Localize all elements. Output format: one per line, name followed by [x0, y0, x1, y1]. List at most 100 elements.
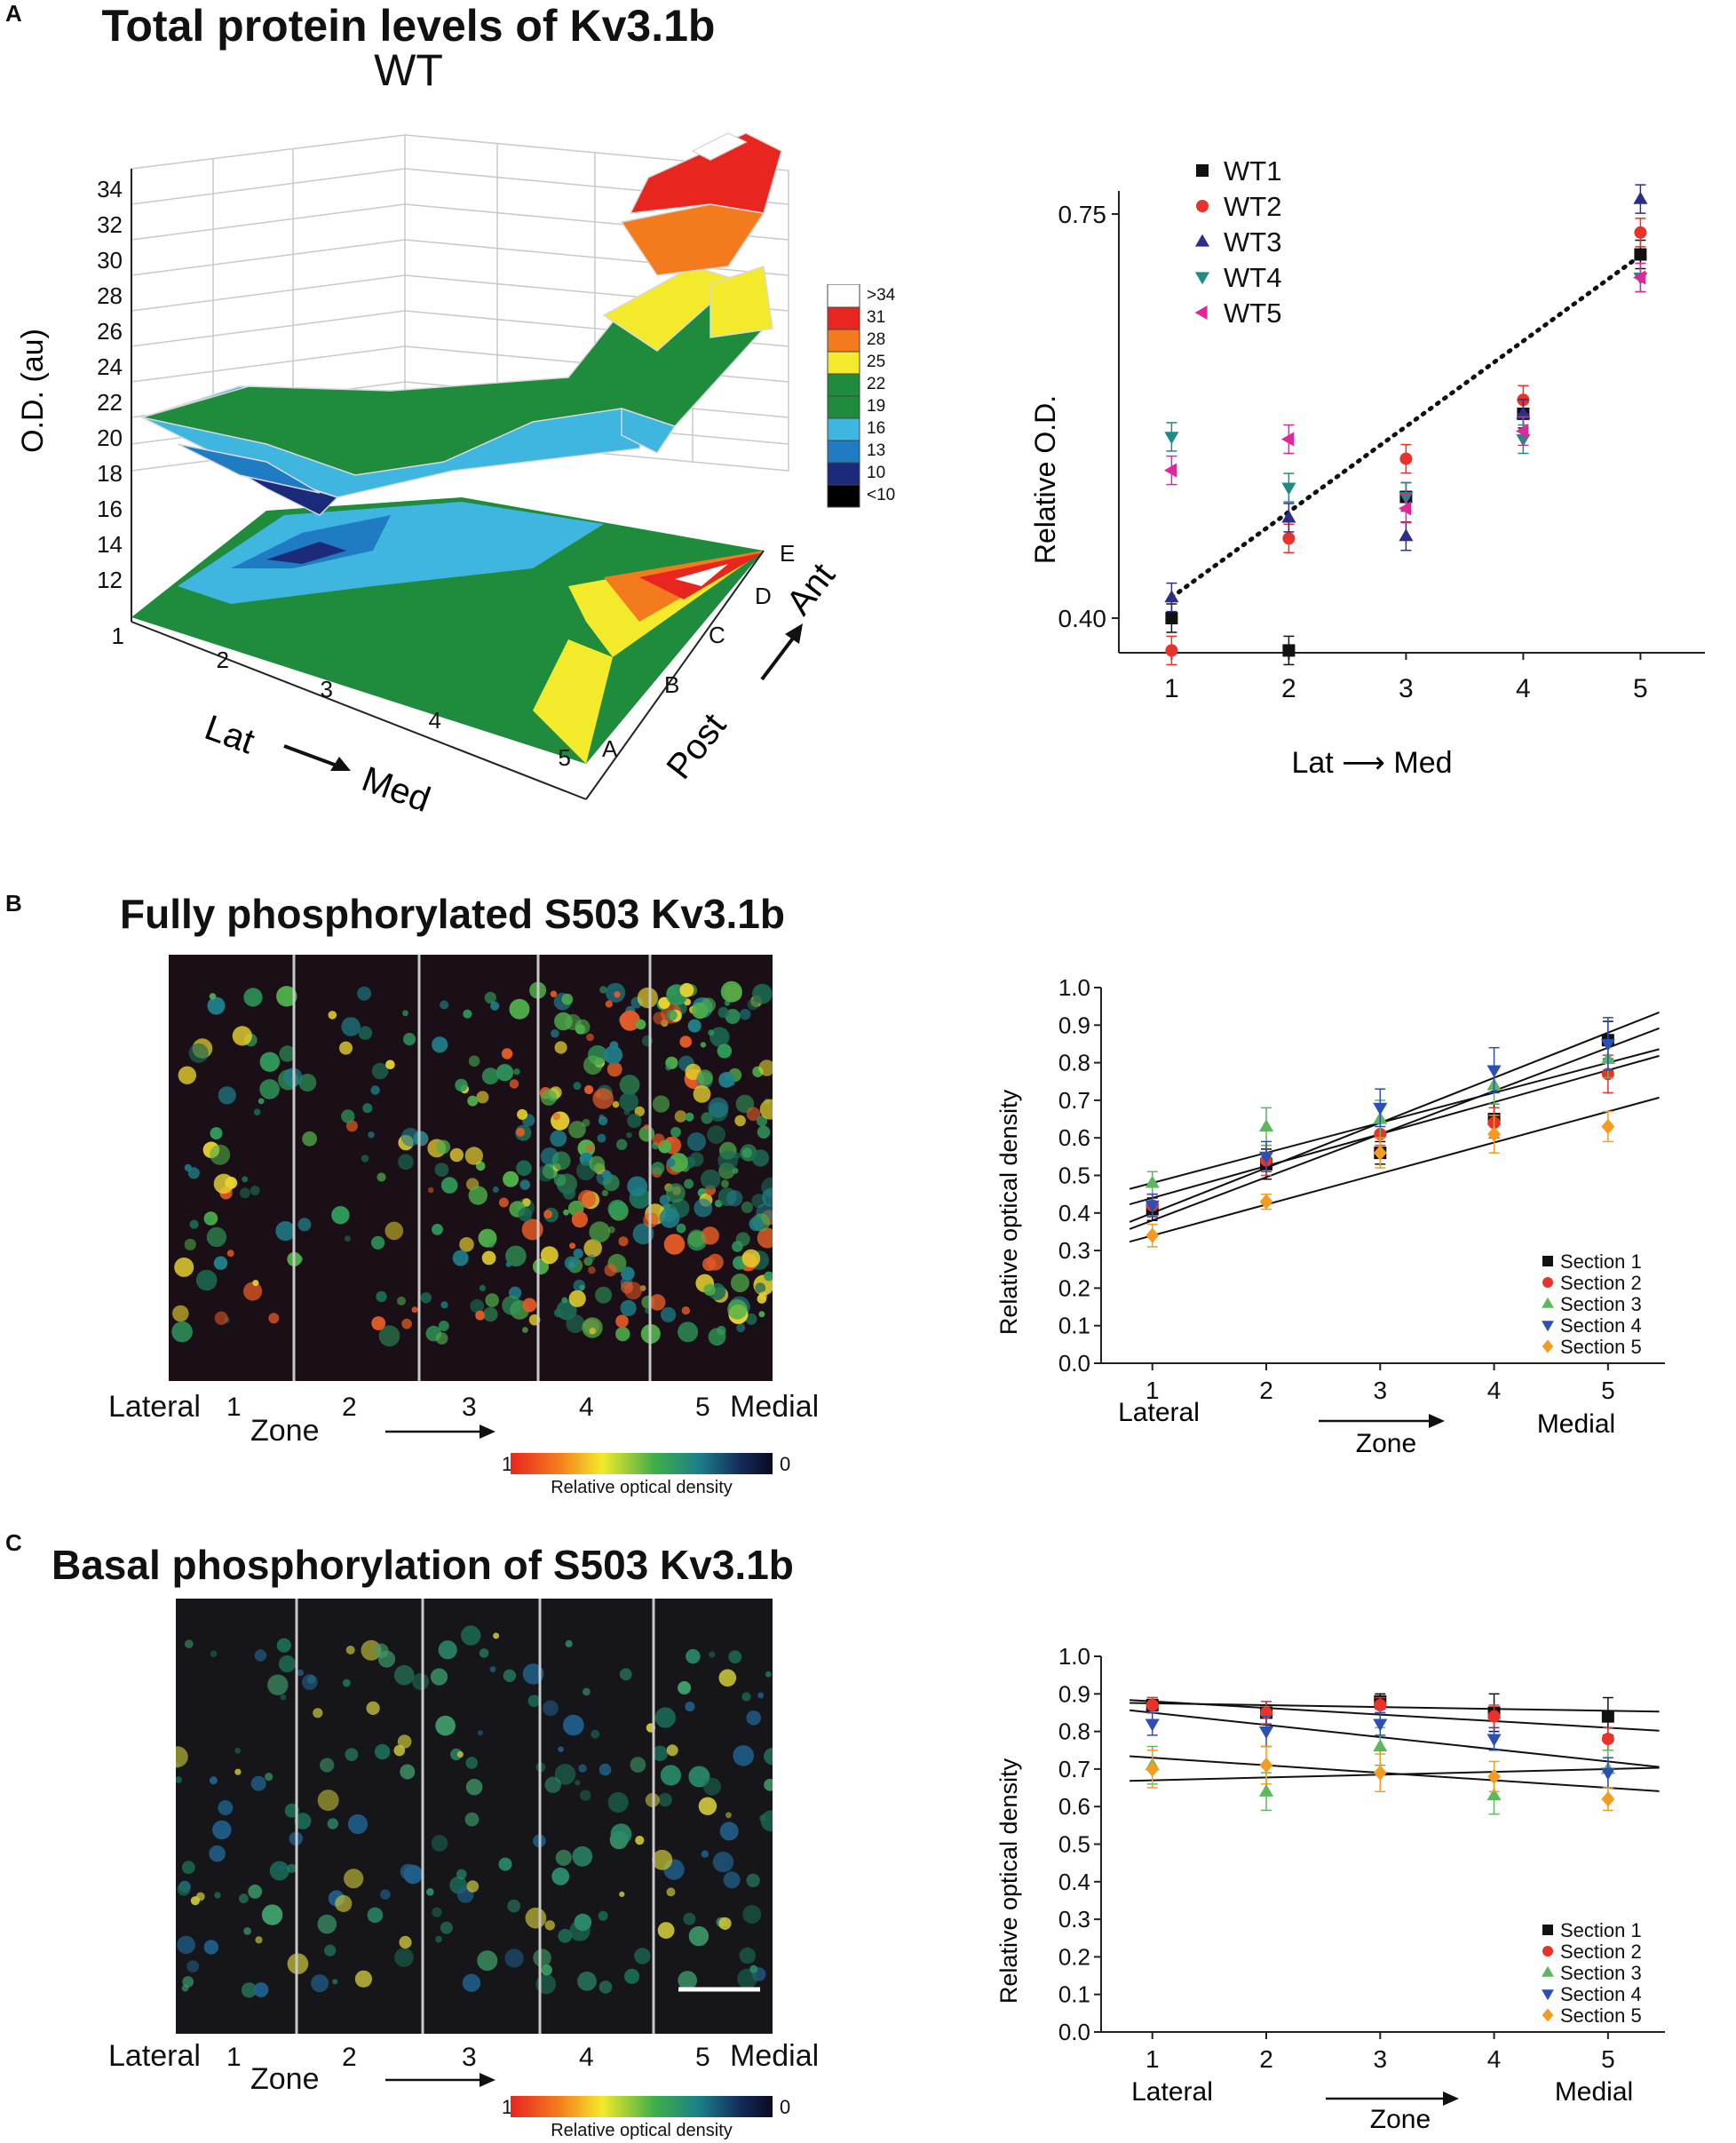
data-point: [1634, 226, 1647, 239]
y-tick-label: 0.8: [1058, 1050, 1090, 1076]
legend-label: Section 3: [1560, 1962, 1642, 1984]
signal-blob: [598, 1115, 608, 1126]
data-point: [1486, 1734, 1502, 1747]
signal-blob: [734, 1115, 746, 1127]
signal-blob: [652, 1849, 673, 1870]
signal-blob: [620, 1299, 637, 1316]
signal-blob: [477, 1950, 498, 1972]
signal-blob: [459, 1237, 474, 1252]
panel-a-subtitle: WT: [374, 45, 443, 95]
signal-blob: [226, 1250, 234, 1258]
surface-z-label: O.D. (au): [16, 329, 50, 453]
signal-blob: [661, 1306, 677, 1322]
signal-blob: [432, 1224, 443, 1235]
signal-blob: [253, 1108, 261, 1115]
signal-blob: [632, 1223, 654, 1245]
colorbar-swatch: [827, 329, 860, 353]
signal-blob: [635, 1019, 646, 1030]
colorbar-swatch: [827, 395, 860, 419]
micrograph-b: [169, 955, 773, 1381]
signal-blob: [188, 1043, 209, 1063]
data-point: [1282, 532, 1296, 545]
signal-blob: [598, 1980, 613, 1994]
signal-blob: [553, 1173, 567, 1187]
legend-label: WT5: [1224, 298, 1281, 329]
signal-blob: [623, 1109, 630, 1115]
signal-blob: [345, 1120, 358, 1132]
x-tick-label: 1: [1145, 1377, 1160, 1404]
signal-blob: [658, 1792, 672, 1807]
signal-blob: [259, 1052, 280, 1072]
signal-blob: [234, 1768, 242, 1775]
signal-blob: [568, 1290, 586, 1307]
signal-blob: [676, 1223, 686, 1234]
legend-marker: [1194, 272, 1210, 285]
heat-colorbar-c: [511, 2096, 773, 2117]
y-tick-label: 0.6: [1058, 1124, 1090, 1151]
signal-blob: [203, 1940, 219, 1955]
signal-blob: [332, 1979, 338, 1985]
signal-blob: [182, 1976, 194, 1988]
regression-line: [1129, 1027, 1660, 1230]
regression-line: [1129, 1096, 1660, 1243]
surface-x-label: Lat Med: [200, 708, 435, 817]
signal-blob: [287, 1863, 297, 1873]
signal-blob: [504, 1949, 524, 1968]
x-tick-label: 5: [1601, 2045, 1615, 2073]
signal-blob: [604, 1264, 617, 1277]
signal-blob: [728, 1650, 742, 1663]
signal-blob: [588, 1266, 596, 1274]
signal-blob: [562, 1187, 576, 1200]
signal-blob: [376, 1290, 387, 1303]
signal-blob: [685, 1112, 694, 1122]
signal-blob: [758, 1311, 765, 1318]
signal-blob: [456, 1750, 464, 1758]
signal-blob: [550, 1130, 567, 1147]
signal-blob: [498, 1197, 509, 1208]
signal-blob: [757, 1692, 765, 1699]
signal-blob: [601, 1189, 608, 1196]
legend-label: Section 3: [1560, 1293, 1642, 1315]
data-point: [1145, 1175, 1160, 1188]
y-tick-label: 1.0: [1058, 1643, 1090, 1670]
signal-blob: [678, 1322, 699, 1343]
signal-blob: [679, 1036, 692, 1048]
signal-blob: [517, 1108, 528, 1120]
signal-blob: [683, 1912, 696, 1925]
surface-z-ticks: 12 14 16 18 20 22 24 26 28 30 32 34: [97, 176, 123, 593]
signal-blob: [394, 1948, 414, 1967]
signal-blob: [189, 1219, 199, 1229]
signal-blob: [371, 1316, 386, 1330]
signal-blob: [752, 983, 773, 1004]
signal-blob: [280, 1694, 287, 1701]
data-point: [1516, 406, 1531, 419]
signal-blob: [481, 1068, 499, 1085]
signal-blob: [599, 986, 607, 994]
surface-axes: [131, 169, 765, 800]
signal-blob: [563, 1209, 569, 1216]
x-tick-label: 3: [1399, 674, 1414, 703]
legend-label: Section 4: [1560, 1983, 1642, 2005]
heat-colorbar-lo-b: 0: [780, 1453, 791, 1475]
scatter-c-zone-arrowhead: [1443, 2091, 1459, 2106]
signal-blob: [195, 1892, 205, 1901]
signal-blob: [400, 1127, 420, 1147]
heat-colorbar-hi-b: 1: [502, 1453, 513, 1475]
signal-blob: [678, 1971, 697, 1990]
data-point: [1399, 528, 1414, 542]
signal-blob: [184, 1238, 196, 1250]
data-point: [1281, 432, 1294, 447]
signal-blob: [502, 1295, 521, 1315]
signal-blob: [709, 1027, 730, 1047]
signal-blob: [620, 1010, 640, 1031]
signal-blob: [592, 1088, 614, 1109]
data-point: [1258, 1726, 1274, 1739]
x-tick: 1: [112, 623, 124, 649]
signal-blob: [607, 1792, 629, 1813]
micrograph-c: [176, 1599, 773, 2034]
panel-c-title: Basal phosphorylation of S503 Kv3.1b: [52, 1542, 794, 1588]
data-point: [1487, 1126, 1501, 1142]
signal-blob: [434, 1163, 449, 1177]
signal-blob: [456, 1869, 467, 1880]
heat-colorbar-label-c: Relative optical density: [551, 2121, 733, 2140]
